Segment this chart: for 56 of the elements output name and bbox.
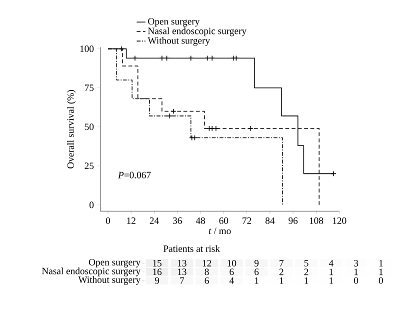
y-tick-label: 100 [80,45,94,52]
data-label: 1 [280,277,284,284]
x-tick-label: 48 [196,217,205,224]
x-tick-label: 96 [288,217,298,224]
data-label: 4 [328,260,334,266]
data-label: 6 [254,268,259,275]
y-tick-label: Without surgery [78,276,141,285]
annotation: P=0.067 [118,172,151,178]
x-tick-label: 12 [127,217,136,224]
data-label: 0 [378,277,383,284]
x-tick-label: 84 [265,217,275,224]
data-label: 1 [254,277,258,284]
data-label: 13 [178,268,186,275]
y-tick-label: 50 [84,123,94,130]
legend-label: Without surgery [148,36,210,46]
data-label: 12 [202,260,212,266]
data-label: 9 [154,277,160,284]
x-tick-label: 36 [173,217,182,224]
data-label: 7 [280,260,284,266]
data-label: 1 [379,260,383,266]
data-label: 1 [330,268,334,275]
data-label: 13 [178,260,186,266]
y-tick-label: 75 [84,84,94,91]
data-label: 8 [204,268,209,275]
x-tick-label: 108 [310,217,324,224]
data-label: 16 [153,268,162,275]
y-tick-label: Nasal endoscopic surgery [42,267,141,276]
y-tick-label: 0 [90,201,94,208]
x-tick-label: 120 [332,217,346,224]
y-axis-title: Overall survival (%) [67,90,76,168]
data-label: 10 [228,260,236,266]
data-label: 2 [279,268,284,275]
x-tick-label: 72 [242,217,252,224]
x-tick-label: 60 [219,217,228,224]
data-label: 1 [330,277,334,284]
data-label: 1 [354,268,358,275]
data-label: 5 [304,260,308,266]
data-label: 15 [153,260,162,266]
x-axis-title: t / mo [208,227,231,234]
data-label: 1 [304,277,308,284]
data-label: 6 [204,277,209,284]
y-tick-label: Open surgery [88,258,141,268]
data-label: 9 [254,260,259,266]
chart-title: Patients at risk [163,244,220,252]
data-label: 6 [230,268,234,275]
data-label: 3 [354,260,358,266]
x-tick-label: 0 [106,217,110,224]
data-label: 4 [229,277,234,284]
data-label: 0 [354,277,358,284]
data-label: 1 [379,268,383,275]
legend-label: Open surgery [148,18,200,26]
data-label: 7 [180,277,184,284]
y-tick-label: 25 [84,162,94,169]
x-tick-label: 24 [150,217,159,224]
data-label: 2 [304,268,308,275]
legend-label: Nasal endoscopic surgery [148,27,247,36]
